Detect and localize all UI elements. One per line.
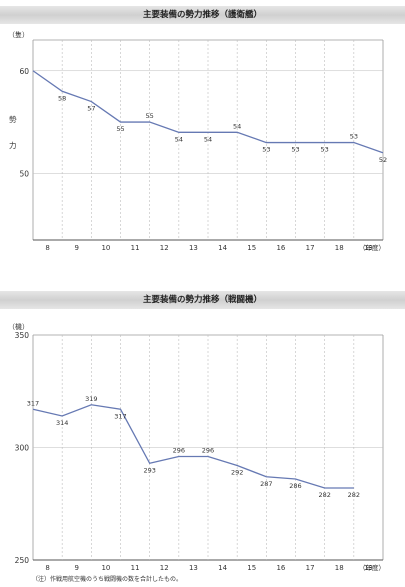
chart1-x-tick-label: 15	[247, 244, 256, 252]
chart2-x-tick-label: 17	[306, 564, 315, 572]
chart1-x-tick-label: 10	[101, 244, 110, 252]
chart1-data-label: 55	[146, 112, 154, 120]
chart1-x-tick-label: 16	[276, 244, 285, 252]
chart1-x-tick-label: 8	[45, 244, 49, 252]
chart1-ylabel-char-1: 勢	[9, 115, 17, 124]
chart1-y-tick-label: 50	[19, 169, 29, 178]
chart2-data-label: 314	[56, 419, 68, 427]
chart1-x-tick-label: 19	[364, 244, 373, 252]
chart2-x-tick-label: 11	[131, 564, 140, 572]
chart2-x-tick-label: 18	[335, 564, 344, 572]
chart2-data-label: 317	[27, 399, 39, 407]
chart2-x-tick-label: 9	[75, 564, 79, 572]
chart1-x-tick-label: 14	[218, 244, 227, 252]
chart1-series-line	[32, 70, 384, 154]
chart1-title: 主要装備の勢力推移（護衛艦）	[0, 6, 405, 24]
chart2-data-label: 296	[173, 447, 185, 455]
chart2-x-tick-label: 14	[218, 564, 227, 572]
chart2-title: 主要装備の勢力推移（戦闘機）	[0, 291, 405, 309]
chart2-data-label: 293	[143, 466, 155, 474]
chart2-data-label: 319	[85, 395, 97, 403]
chart2-data-label: 282	[348, 491, 360, 499]
chart2-data-label: 317	[114, 412, 126, 420]
chart2-x-tick-label: 13	[189, 564, 198, 572]
chart2-data-label: 282	[318, 491, 330, 499]
chart1-data-label: 55	[116, 125, 124, 133]
chart2-data-label: 287	[260, 480, 272, 488]
chart1-data-label: 53	[262, 146, 270, 154]
chart1-plot: 50 60 8 9 10 11 12 13 14 15 16 17 18 19（年度） 58 57 55 55 54…	[19, 39, 387, 252]
chart2-data-label: 286	[289, 482, 301, 490]
chart1-x-tick-label: 11	[131, 244, 140, 252]
chart2-y-tick-label: 350	[15, 331, 30, 340]
chart1-x-tick-label: 18	[335, 244, 344, 252]
chart1-unit: （隻）	[8, 31, 29, 39]
chart1-data-label: 54	[204, 135, 212, 143]
chart1-data-label: 54	[175, 135, 183, 143]
chart2-x-tick-label: 16	[276, 564, 285, 572]
chart1-x-tick-label: 17	[306, 244, 315, 252]
chart2-y-tick-label: 250	[15, 556, 30, 565]
chart2-x-tick-label: 10	[101, 564, 110, 572]
chart1-data-label: 58	[58, 94, 66, 102]
chart2-x-tick-label: 15	[247, 564, 256, 572]
chart1-x-tick-label: 9	[75, 244, 79, 252]
chart2-series-line	[32, 404, 354, 489]
chart2-data-label: 292	[231, 469, 243, 477]
chart1-data-label: 53	[291, 146, 299, 154]
chart1-data-label: 52	[379, 156, 387, 164]
chart1-data-label: 53	[321, 146, 329, 154]
chart2-y-tick-label: 300	[15, 444, 30, 453]
chart2-x-unit: （年度）	[359, 563, 385, 572]
chart2-x-tick-label: 19	[364, 564, 373, 572]
chart1-x-tick-label: 13	[189, 244, 198, 252]
chart1-y-tick-label: 60	[19, 67, 29, 76]
chart2-data-label: 296	[202, 447, 214, 455]
chart2-x-tick-label: 8	[45, 564, 49, 572]
chart1-data-label: 54	[233, 122, 241, 130]
chart1-data-label: 57	[87, 105, 95, 113]
footnote: （注）作戦用航空機のうち戦闘機の数を合計したもの。	[32, 576, 183, 583]
chart1-x-unit: （年度）	[359, 243, 385, 252]
chart2-x-tick-label: 12	[160, 564, 169, 572]
chart2-unit: （機）	[8, 323, 29, 331]
chart1-x-tick-label: 12	[160, 244, 169, 252]
chart1-data-label: 53	[350, 133, 358, 141]
chart1-ylabel-char-2: 力	[9, 141, 17, 150]
